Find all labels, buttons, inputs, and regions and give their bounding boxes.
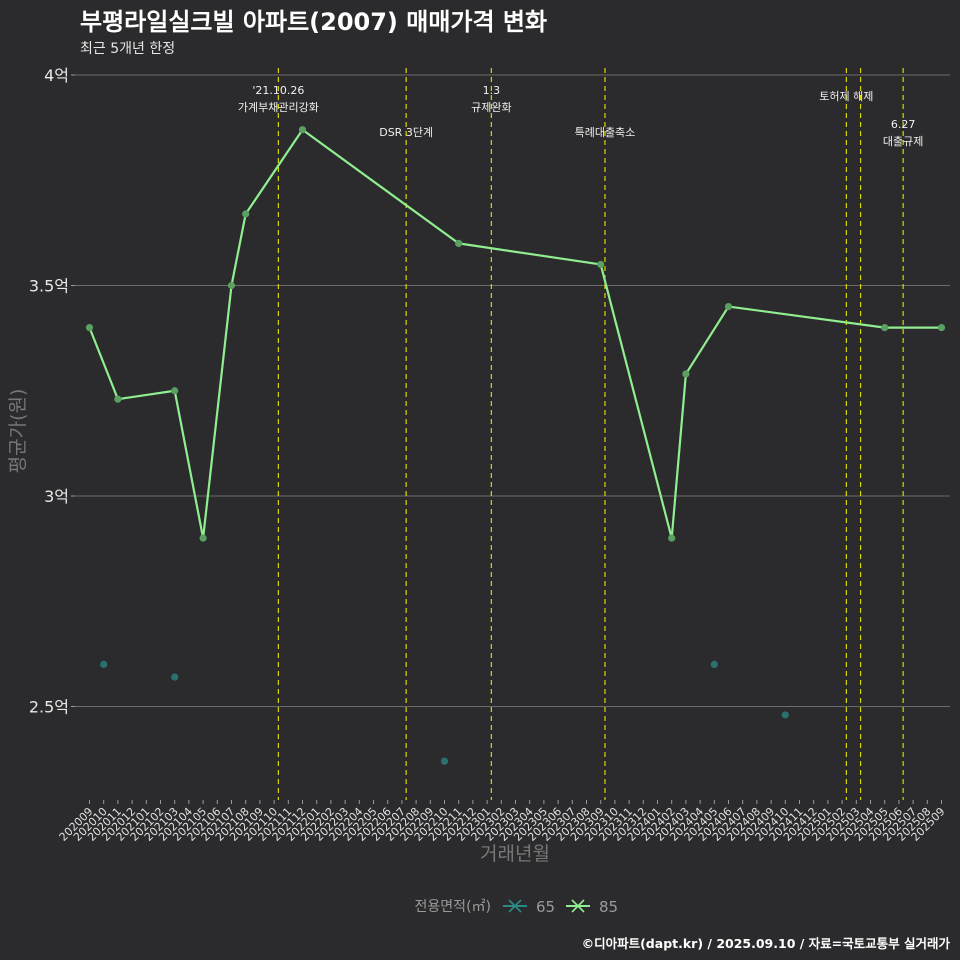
legend-swatch-cross	[571, 899, 585, 913]
data-point	[781, 711, 789, 719]
data-point	[440, 757, 449, 765]
y-tick-label: 4억	[44, 66, 69, 85]
event-label: 토허제 해제	[819, 89, 873, 103]
event-label: '21.10.26	[252, 84, 304, 97]
data-point	[710, 660, 718, 669]
data-point	[171, 673, 179, 681]
series-line-85	[88, 128, 942, 540]
data-point	[724, 302, 733, 311]
data-point	[100, 660, 108, 669]
data-point	[85, 324, 94, 332]
chart-subtitle: 최근 5개년 한정	[80, 41, 176, 57]
data-point	[227, 281, 236, 290]
event-label: 규제완화	[471, 101, 511, 114]
chart-title: 부평라일실크빌 아파트(2007) 매매가격 변화	[80, 8, 548, 36]
x-axis-label: 거래년월	[480, 843, 550, 865]
data-point	[668, 534, 676, 542]
chart-caption: ©디아파트(dapt.kr) / 2025.09.10 / 자료=국토교통부 실…	[581, 936, 950, 951]
event-label: 대출규제	[883, 135, 923, 148]
data-point	[114, 395, 122, 403]
y-axis-label: 평균가(원)	[7, 389, 29, 474]
event-label: 가계부채관리강화	[238, 101, 319, 114]
event-label: 1.3	[483, 84, 501, 97]
data-point	[455, 239, 463, 247]
data-point	[242, 210, 250, 218]
event-label: DSR 3단계	[379, 126, 433, 139]
data-point	[881, 324, 889, 332]
data-point	[682, 370, 690, 378]
legend-label: 65	[536, 898, 555, 916]
data-point	[199, 534, 207, 542]
data-point	[171, 387, 179, 395]
event-label: 6.27	[891, 118, 916, 131]
y-tick-label: 3.5억	[29, 277, 69, 296]
legend-title: 전용면적(㎡)	[415, 899, 491, 915]
legend-swatch-cross	[508, 899, 522, 913]
y-tick-label: 3억	[44, 487, 69, 506]
event-label: 특례대출축소	[575, 126, 636, 139]
data-point	[298, 126, 307, 134]
data-point	[937, 324, 946, 332]
data-point	[597, 260, 605, 269]
y-tick-label: 2.5억	[29, 698, 69, 717]
legend-label: 85	[599, 898, 618, 916]
